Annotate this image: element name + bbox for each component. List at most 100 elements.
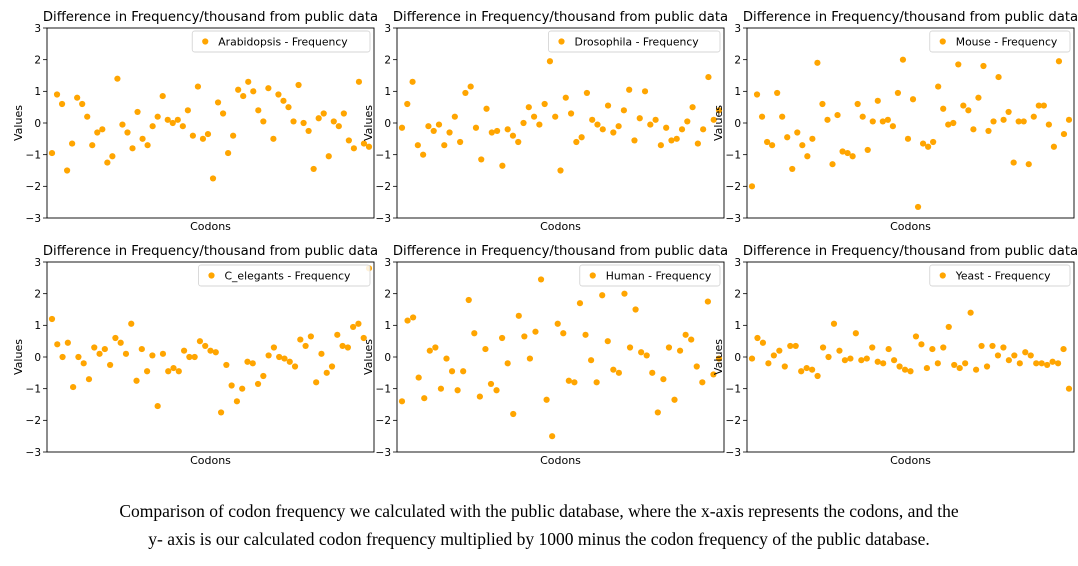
scatter-point xyxy=(844,149,851,157)
scatter-point xyxy=(330,118,337,125)
scatter-point xyxy=(1005,357,1012,364)
scatter-point xyxy=(526,355,534,362)
scatter-point xyxy=(184,107,191,114)
y-tick-label: −2 xyxy=(376,181,391,193)
scatter-point xyxy=(1000,116,1007,123)
scatter-point xyxy=(684,118,691,125)
scatter-point xyxy=(1055,58,1063,65)
caption-line-2: y- axis is our calculated codon frequenc… xyxy=(148,529,930,549)
scatter-point xyxy=(48,149,56,157)
scatter-point xyxy=(532,328,539,335)
scatter-point xyxy=(689,104,696,111)
scatter-chart-5: Difference in Frequency/thousand from pu… xyxy=(362,244,728,467)
scatter-point xyxy=(169,119,176,127)
scatter-point xyxy=(803,364,810,372)
x-axis-label: Codons xyxy=(540,454,581,467)
legend-box xyxy=(929,264,1071,287)
legend-label: Human - Frequency xyxy=(606,270,712,283)
legend: Yeast - Frequency xyxy=(929,264,1071,287)
scatter-point xyxy=(345,137,352,144)
scatter-point xyxy=(159,350,167,357)
scatter-point xyxy=(854,100,861,108)
scatter-point xyxy=(884,116,891,123)
scatter-point xyxy=(191,353,198,361)
scatter-point xyxy=(940,344,947,351)
scatter-point xyxy=(980,62,987,70)
scatter-point xyxy=(621,290,628,297)
scatter-point xyxy=(918,341,925,348)
scatter-point xyxy=(804,153,811,160)
scatter-point xyxy=(122,350,130,357)
scatter-point xyxy=(901,366,909,373)
scatter-point xyxy=(864,146,871,154)
scatter-point xyxy=(975,94,982,101)
scatter-point xyxy=(465,296,472,304)
scatter-point xyxy=(571,379,578,386)
legend-box xyxy=(191,30,371,53)
scatter-point xyxy=(776,347,783,354)
legend: Mouse - Frequency xyxy=(929,30,1071,53)
scatter-point xyxy=(448,368,456,375)
scatter-point xyxy=(499,162,506,169)
scatter-point xyxy=(225,149,232,157)
y-tick-label: 0 xyxy=(384,118,391,130)
scatter-point xyxy=(849,153,856,160)
y-tick-label: 0 xyxy=(734,352,741,364)
y-tick-label: −3 xyxy=(726,447,741,459)
scatter-point xyxy=(410,314,417,321)
scatter-point xyxy=(435,121,443,128)
scatter-point xyxy=(1011,352,1018,359)
x-axis-label: Codons xyxy=(540,220,581,233)
scatter-point xyxy=(128,320,135,327)
scatter-point xyxy=(710,371,717,378)
scatter-point xyxy=(138,345,145,353)
scatter-point xyxy=(945,323,952,331)
scatter-point xyxy=(204,130,212,138)
scatter-point xyxy=(1000,344,1007,351)
scatter-point xyxy=(557,167,564,174)
scatter-point xyxy=(676,347,684,354)
scatter-point xyxy=(710,116,717,123)
x-axis-label: Codons xyxy=(190,220,231,233)
scatter-point xyxy=(305,127,312,135)
scatter-point xyxy=(940,105,947,112)
scatter-point xyxy=(212,349,219,356)
scatter-point xyxy=(891,357,898,364)
y-tick-label: 0 xyxy=(34,352,41,364)
chart-grid: Difference in Frequency/thousand from pu… xyxy=(12,10,1078,467)
scatter-point xyxy=(245,78,252,85)
scatter-point xyxy=(94,129,101,136)
y-axis-label: Values xyxy=(12,339,25,375)
y-tick-label: 3 xyxy=(384,23,391,35)
scatter-point xyxy=(476,393,483,400)
scatter-point xyxy=(250,88,257,95)
scatter-point xyxy=(48,315,56,323)
scatter-point xyxy=(149,123,156,130)
scatter-point xyxy=(874,358,881,365)
scatter-point xyxy=(209,175,217,182)
scatter-point xyxy=(457,138,464,146)
y-tick-label: 2 xyxy=(734,288,741,300)
legend-marker xyxy=(589,272,596,279)
scatter-point xyxy=(199,135,207,142)
scatter-point xyxy=(594,121,601,128)
scatter-point xyxy=(493,387,500,394)
scatter-point xyxy=(965,107,972,114)
scatter-point xyxy=(281,355,288,362)
scatter-point xyxy=(978,342,985,350)
scatter-point xyxy=(583,89,591,97)
scatter-point xyxy=(955,61,962,68)
scatter-point xyxy=(879,118,886,125)
scatter-point xyxy=(754,334,761,342)
y-tick-label: −3 xyxy=(26,213,41,225)
scatter-point xyxy=(847,355,854,362)
scatter-point xyxy=(467,83,474,90)
scatter-point xyxy=(962,360,969,367)
scatter-point xyxy=(196,338,204,345)
scatter-point xyxy=(663,124,670,131)
scatter-point xyxy=(265,85,272,92)
scatter-point xyxy=(217,409,225,416)
scatter-point xyxy=(425,123,432,130)
scatter-point xyxy=(310,165,317,173)
scatter-point xyxy=(770,352,777,359)
